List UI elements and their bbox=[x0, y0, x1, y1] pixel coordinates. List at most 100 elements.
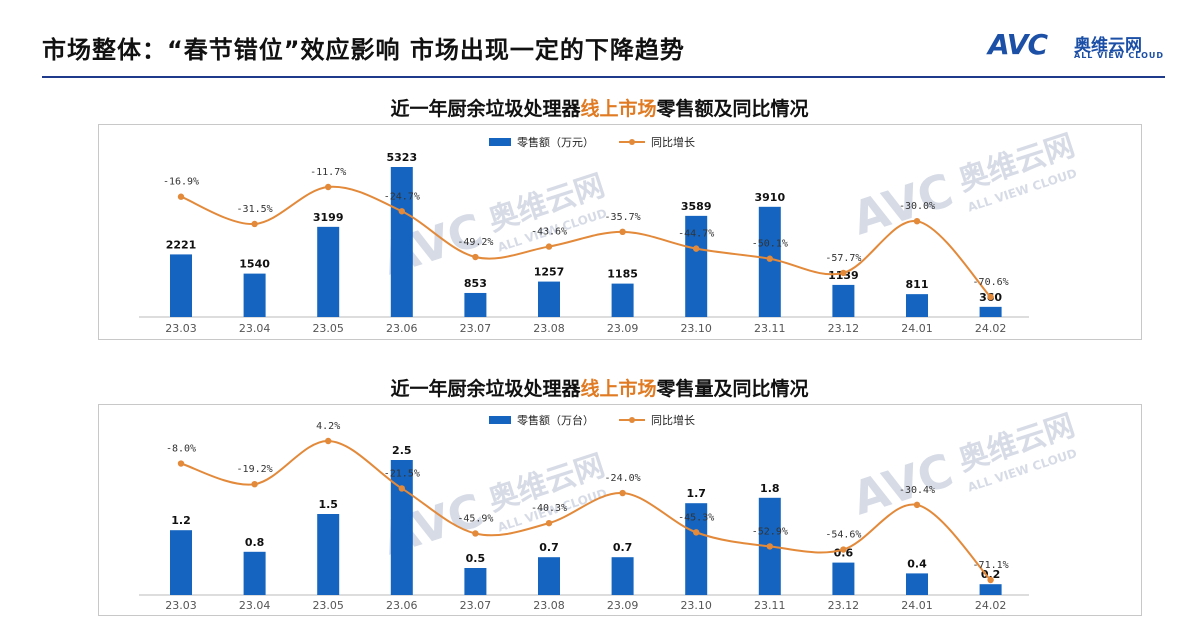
chart-2-title-highlight: 线上市场 bbox=[580, 378, 657, 400]
x-tick-label: 23.08 bbox=[533, 599, 565, 612]
bar-value-label: 0.2 bbox=[981, 568, 1001, 581]
growth-point-label: -52.9% bbox=[752, 526, 788, 537]
growth-point bbox=[545, 519, 553, 527]
growth-point bbox=[913, 217, 921, 225]
growth-point-label: -44.7% bbox=[678, 229, 714, 240]
growth-point-label: -49.2% bbox=[457, 237, 493, 248]
bar-value-label: 3589 bbox=[681, 200, 712, 213]
growth-point-label: -54.6% bbox=[825, 530, 861, 541]
growth-point-label: -43.6% bbox=[531, 227, 567, 238]
chart-1-frame: AVC 奥维云网 ALL VIEW CLOUD AVC 奥维云网 ALL VIEW CLO… bbox=[98, 124, 1142, 340]
growth-point bbox=[987, 576, 994, 584]
growth-point-label: -24.0% bbox=[605, 473, 641, 484]
growth-point bbox=[251, 220, 258, 228]
bar bbox=[979, 584, 1002, 595]
growth-point-label: -8.0% bbox=[166, 444, 196, 455]
chart-legend: 零售额（万台） 同比增长 bbox=[489, 413, 695, 427]
growth-point-label: -45.3% bbox=[678, 512, 714, 523]
x-tick-label: 23.08 bbox=[533, 322, 565, 335]
logo-brand: AVC bbox=[988, 28, 1048, 61]
logo-name-cn: 奥维云网 bbox=[1074, 36, 1142, 56]
growth-point bbox=[325, 183, 332, 191]
x-tick-label: 23.09 bbox=[607, 322, 639, 335]
chart-2-title-part-1: 近一年厨余垃圾处理器 bbox=[390, 378, 581, 400]
growth-point-label: -30.0% bbox=[899, 201, 935, 212]
avc-logo: AVC 奥维云网 ALL VIEW CLOUD bbox=[988, 28, 1168, 64]
x-tick-label: 23.06 bbox=[386, 599, 418, 612]
logo-name-en: ALL VIEW CLOUD bbox=[1074, 51, 1165, 60]
growth-point bbox=[545, 243, 553, 250]
growth-point-label: -24.7% bbox=[384, 191, 420, 202]
bar bbox=[390, 167, 413, 317]
legend-bar-label: 零售额（万台） bbox=[517, 413, 594, 427]
x-tick-label: 23.12 bbox=[828, 322, 860, 335]
x-tick-label: 23.06 bbox=[386, 322, 418, 335]
chart-legend: 零售额（万元） 同比增长 bbox=[489, 135, 695, 149]
bar-value-label: 853 bbox=[464, 277, 487, 290]
x-tick-label: 23.04 bbox=[239, 322, 271, 335]
x-tick-label: 24.02 bbox=[975, 599, 1007, 612]
growth-line bbox=[180, 439, 992, 581]
x-tick-label: 23.05 bbox=[312, 322, 344, 335]
bar bbox=[611, 557, 634, 595]
bar-value-label: 0.7 bbox=[613, 541, 633, 554]
bar bbox=[317, 226, 340, 317]
legend-bar-label: 零售额（万元） bbox=[517, 135, 594, 149]
growth-point-label: -19.2% bbox=[237, 464, 273, 475]
growth-point-label: -16.9% bbox=[163, 177, 199, 188]
x-tick-label: 23.11 bbox=[754, 599, 786, 612]
growth-point bbox=[177, 460, 185, 467]
x-tick-label: 23.09 bbox=[607, 599, 639, 612]
x-tick-label: 23.12 bbox=[828, 599, 860, 612]
bar-value-label: 1.8 bbox=[760, 482, 780, 495]
x-tick-label: 24.01 bbox=[901, 322, 933, 335]
chart-1-title-part-1: 近一年厨余垃圾处理器 bbox=[390, 98, 581, 120]
growth-point bbox=[472, 253, 479, 261]
growth-point bbox=[766, 543, 773, 550]
bar-value-label: 1540 bbox=[239, 258, 270, 271]
growth-point bbox=[987, 293, 994, 301]
bar-value-label: 3910 bbox=[754, 191, 785, 204]
bar bbox=[170, 254, 192, 317]
bar bbox=[464, 292, 487, 317]
x-tick-label: 23.05 bbox=[312, 599, 344, 612]
chart-1-title: 近一年厨余垃圾处理器线上市场零售额及同比情况 bbox=[0, 94, 1199, 121]
bar bbox=[906, 573, 928, 595]
bar-value-label: 1.2 bbox=[171, 514, 191, 527]
bar bbox=[170, 530, 192, 595]
legend-bar-swatch bbox=[489, 416, 511, 424]
growth-point bbox=[472, 530, 479, 537]
x-tick-label: 23.03 bbox=[165, 599, 197, 612]
x-tick-label: 23.07 bbox=[460, 322, 492, 335]
growth-point bbox=[619, 489, 626, 497]
bar-value-label: 1257 bbox=[534, 266, 565, 279]
growth-point-label: -50.1% bbox=[752, 239, 788, 250]
growth-point-label: -70.6% bbox=[973, 277, 1009, 288]
growth-point bbox=[325, 437, 332, 445]
x-tick-label: 24.01 bbox=[901, 599, 933, 612]
header-divider bbox=[42, 76, 1165, 78]
growth-point bbox=[398, 208, 405, 215]
bar-value-label: 2.5 bbox=[392, 444, 412, 457]
bar-value-label: 1185 bbox=[607, 268, 638, 281]
chart-2-frame: AVC 奥维云网 ALL VIEW CLOUD AVC 奥维云网 ALL VIEW CLO… bbox=[98, 404, 1142, 616]
bar bbox=[832, 562, 855, 595]
bar bbox=[685, 215, 708, 317]
growth-point-label: -40.3% bbox=[531, 503, 567, 514]
legend-bar-swatch bbox=[489, 138, 511, 146]
bar bbox=[390, 460, 413, 595]
growth-point bbox=[840, 546, 847, 553]
page-title: 市场整体：“春节错位”效应影响 市场出现一定的下降趋势 bbox=[42, 36, 685, 64]
bar-value-label: 5323 bbox=[386, 151, 417, 164]
chart-1-title-highlight: 线上市场 bbox=[580, 98, 657, 120]
bar-value-label: 0.8 bbox=[245, 536, 265, 549]
growth-point-label: -57.7% bbox=[825, 253, 861, 264]
growth-point-label: -30.4% bbox=[899, 485, 935, 496]
bar-value-label: 0.4 bbox=[907, 557, 927, 570]
growth-point bbox=[251, 480, 258, 488]
